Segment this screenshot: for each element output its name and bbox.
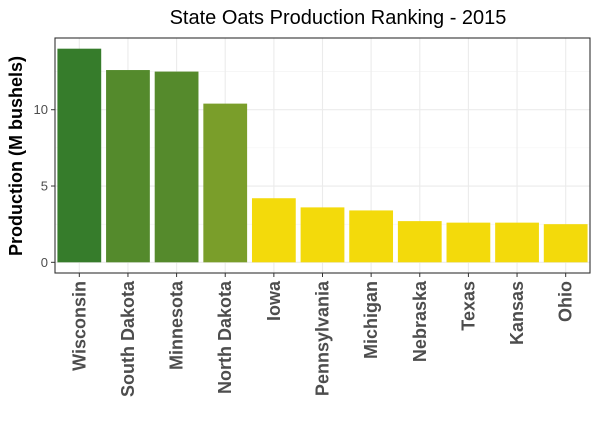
x-tick-label: Pennsylvania xyxy=(313,280,333,396)
bar-pennsylvania xyxy=(300,207,345,263)
chart-title: State Oats Production Ranking - 2015 xyxy=(170,7,507,29)
y-tick-label: 5 xyxy=(41,179,48,194)
x-tick-label: Minnesota xyxy=(167,280,187,370)
x-tick-label: Wisconsin xyxy=(69,281,89,371)
bar-texas xyxy=(446,222,491,263)
plot-area: 0 5 10 Wisconsin South Dakota Minnesota North … xyxy=(34,37,591,397)
bar-south-dakota xyxy=(106,70,150,263)
bar-kansas xyxy=(495,222,539,263)
x-tick-label: Michigan xyxy=(361,281,381,359)
bar-michigan xyxy=(349,210,394,263)
bar-minnesota xyxy=(154,71,199,263)
x-tick-label: Texas xyxy=(458,281,478,331)
y-axis-label: Production (M bushels) xyxy=(6,56,26,256)
plot-border xyxy=(54,37,591,274)
x-tick-label: South Dakota xyxy=(118,280,138,397)
bar-nebraska xyxy=(397,221,442,263)
bar-ohio xyxy=(543,224,588,263)
y-tick-label: 10 xyxy=(34,102,48,117)
y-tick-label: 0 xyxy=(41,255,48,270)
x-tick-label: Nebraska xyxy=(410,280,430,362)
x-tick-label: North Dakota xyxy=(215,280,235,394)
bar-wisconsin xyxy=(57,48,102,263)
bar-north-dakota xyxy=(203,103,248,263)
bar-iowa xyxy=(251,198,296,263)
x-tick-label: Ohio xyxy=(556,281,576,322)
x-tick-label: Kansas xyxy=(507,281,527,345)
x-tick-label: Iowa xyxy=(264,280,284,321)
